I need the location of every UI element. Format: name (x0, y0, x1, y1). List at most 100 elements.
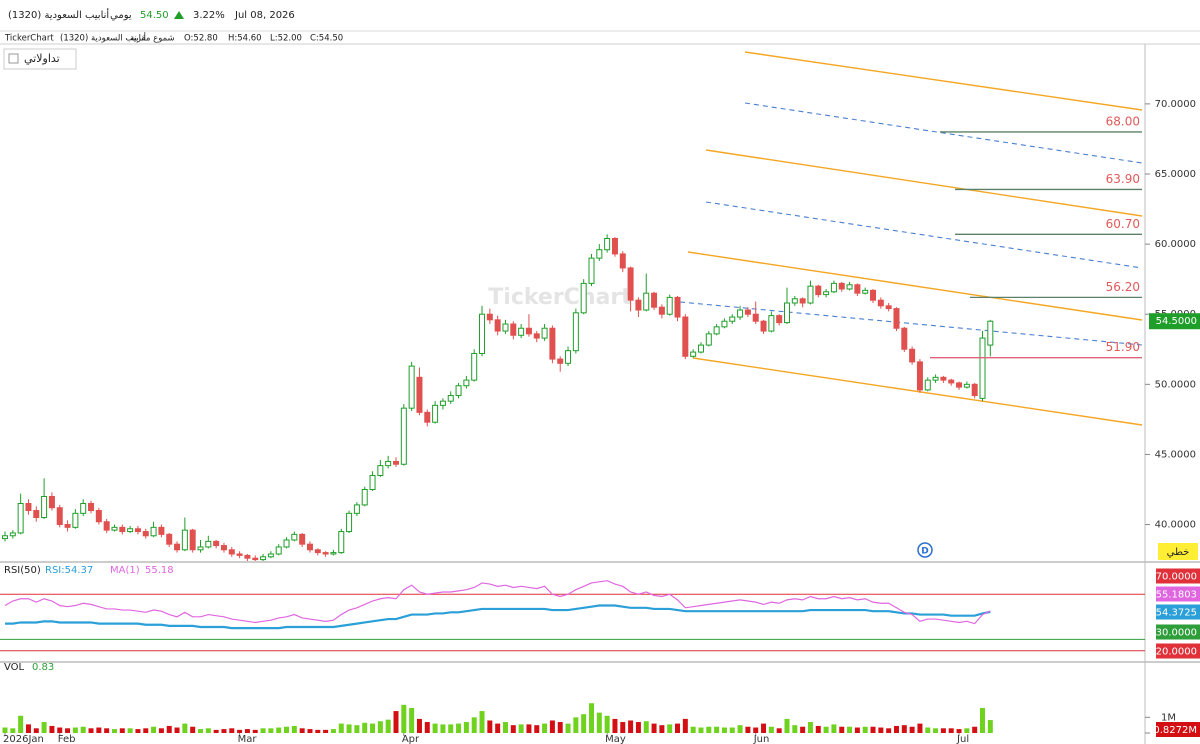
candle-body (33, 510, 40, 519)
volume-bar (49, 725, 55, 733)
candle-body (752, 313, 759, 322)
volume-bar (502, 722, 508, 733)
volume-bar (893, 725, 899, 733)
candle-body (791, 298, 798, 304)
volume-bar (753, 727, 759, 733)
candle-body (948, 379, 955, 384)
candle-body (502, 323, 509, 332)
candle-body (619, 253, 626, 269)
volume-bar (933, 728, 939, 733)
price-plot (2, 234, 994, 561)
y-tick-label: 1M (1161, 712, 1176, 723)
channel-line (705, 149, 1143, 217)
volume-bar (244, 729, 250, 733)
drawing-icon[interactable] (917, 542, 933, 558)
candle-body (924, 379, 931, 391)
candle-body (2, 535, 8, 540)
volume-bar (659, 725, 665, 733)
volume-bar (675, 723, 681, 733)
trades-button[interactable]: تداولاتي (3, 48, 77, 70)
candle-body (510, 323, 517, 336)
volume-bar (291, 725, 297, 733)
channel-line (744, 51, 1143, 111)
volume-bar (158, 728, 164, 733)
y-tick-label: 40.0000 (1155, 520, 1196, 531)
candle-body (909, 348, 916, 363)
volume-bar (385, 719, 391, 733)
candle-body (518, 327, 525, 336)
volume-bar (237, 729, 243, 733)
volume-bar (776, 728, 782, 733)
volume-bar (18, 715, 24, 733)
volume-bar (268, 728, 274, 733)
volume-bar (956, 729, 962, 733)
volume-bar (698, 727, 704, 733)
volume-bar (213, 729, 219, 733)
candle-body (721, 320, 728, 328)
volume-bar (854, 727, 860, 733)
candle-body (291, 533, 298, 541)
candle-body (901, 327, 908, 350)
volume-bar (831, 724, 837, 733)
axis-value-label: 54.3725 (1156, 608, 1197, 619)
candle-body (823, 291, 830, 296)
candle-body (674, 296, 681, 318)
candle-body (565, 350, 572, 364)
axis-value-label: 55.1803 (1156, 590, 1197, 601)
candle-body (205, 540, 212, 548)
volume-bar (737, 725, 743, 733)
x-tick-label: May (605, 734, 626, 744)
legend-entry: RSI:54.37 (45, 565, 93, 576)
volume-bar (807, 722, 813, 733)
candle-body (713, 326, 720, 335)
volume-bar (104, 728, 110, 733)
candle-body (658, 306, 665, 315)
candle-body (635, 299, 642, 311)
button-frame[interactable] (3, 48, 77, 70)
volume-bar (80, 726, 86, 733)
candle-body (830, 282, 837, 293)
candle-body (846, 284, 853, 290)
volume-bar (667, 724, 673, 733)
close: C:54.50 (310, 34, 343, 44)
channel-midline (744, 102, 1143, 164)
candle-body (666, 296, 673, 315)
candle-body (181, 529, 188, 551)
candle-body (799, 298, 806, 304)
candle-body (682, 316, 689, 357)
style-label[interactable]: خطي (1167, 547, 1190, 558)
candle-body (299, 533, 306, 545)
volume-bar (41, 722, 47, 733)
candle-body (25, 503, 32, 512)
button-label[interactable]: تداولاتي (24, 52, 60, 65)
candle-body (651, 292, 658, 308)
candle-body (471, 352, 478, 381)
candle-body (486, 313, 493, 321)
volume-bar (323, 729, 329, 733)
candle-body (385, 460, 392, 467)
volume-bar (510, 725, 516, 733)
candle-body (377, 465, 384, 476)
volume-bar (299, 728, 305, 733)
volume-bar (792, 725, 798, 733)
candle-body (940, 376, 947, 381)
drawing-icon-label[interactable]: D (921, 547, 928, 557)
volume-bar (463, 722, 469, 733)
candle-body (48, 496, 55, 509)
volume-bar (33, 728, 39, 733)
candle-body (314, 549, 321, 554)
volume-bar (682, 718, 688, 733)
candle-body (768, 315, 775, 332)
high: H:54.60 (228, 34, 262, 44)
volume-bar (401, 704, 407, 733)
volume-bar (471, 717, 477, 733)
panel-title: RSI(50) (4, 565, 41, 576)
candle-body (807, 285, 814, 304)
volume-bar (604, 715, 610, 733)
candle-body (197, 546, 204, 551)
symbol-name: أنابيب السعودية (1320) (8, 8, 109, 21)
candle-body (369, 474, 376, 490)
axis-value-box (1156, 722, 1200, 737)
style-badge[interactable] (1158, 543, 1198, 560)
up-arrow (174, 11, 184, 19)
